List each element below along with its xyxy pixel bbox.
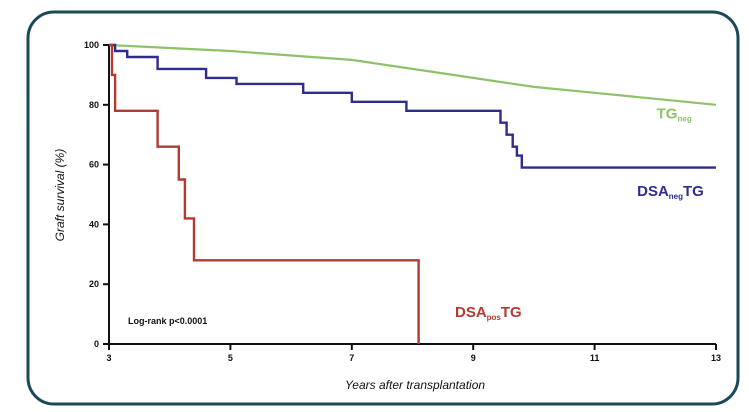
y-tick-label: 80 (89, 100, 99, 110)
x-tick-label: 13 (711, 353, 721, 363)
series-label-dsa_pos_tg: DSAposTG (455, 304, 522, 322)
x-tick-label: 9 (471, 353, 476, 363)
series-label-main: TG (657, 105, 678, 122)
x-axis-title: Years after transplantation (345, 378, 485, 392)
x-tick-label: 3 (106, 353, 111, 363)
series-label-tg_neg: TGneg (657, 105, 692, 123)
series-label-dsa_neg_tg: DSAnegTG (637, 183, 704, 201)
y-tick-label: 40 (89, 219, 99, 229)
y-axis-title: Graft survival (%) (53, 149, 67, 242)
log-rank-annotation: Log-rank p<0.0001 (128, 316, 207, 326)
y-tick-label: 0 (94, 339, 99, 349)
series-label-main: DSA (455, 304, 487, 321)
series-label-sub: pos (487, 313, 502, 322)
curve-tg_neg (108, 43, 717, 106)
x-tick-label: 7 (349, 353, 354, 363)
series-label-tail: TG (683, 183, 704, 200)
x-tick-label: 5 (228, 353, 233, 363)
y-tick-label: 100 (84, 40, 99, 50)
series-label-tail: TG (501, 304, 522, 321)
chart-border (26, 10, 740, 406)
y-tick-label: 60 (89, 160, 99, 170)
curve-dsa_pos_tg (109, 43, 420, 344)
curve-dsa_neg_tg (109, 43, 716, 169)
x-tick-label: 11 (590, 353, 600, 363)
series-label-sub: neg (677, 114, 691, 123)
survival-curves (108, 43, 717, 344)
axes: 0 20 40 60 80 100 3 5 7 9 11 13 (84, 40, 721, 363)
y-tick-label: 20 (89, 279, 99, 289)
series-label-sub: neg (669, 192, 683, 201)
series-label-main: DSA (637, 183, 669, 200)
